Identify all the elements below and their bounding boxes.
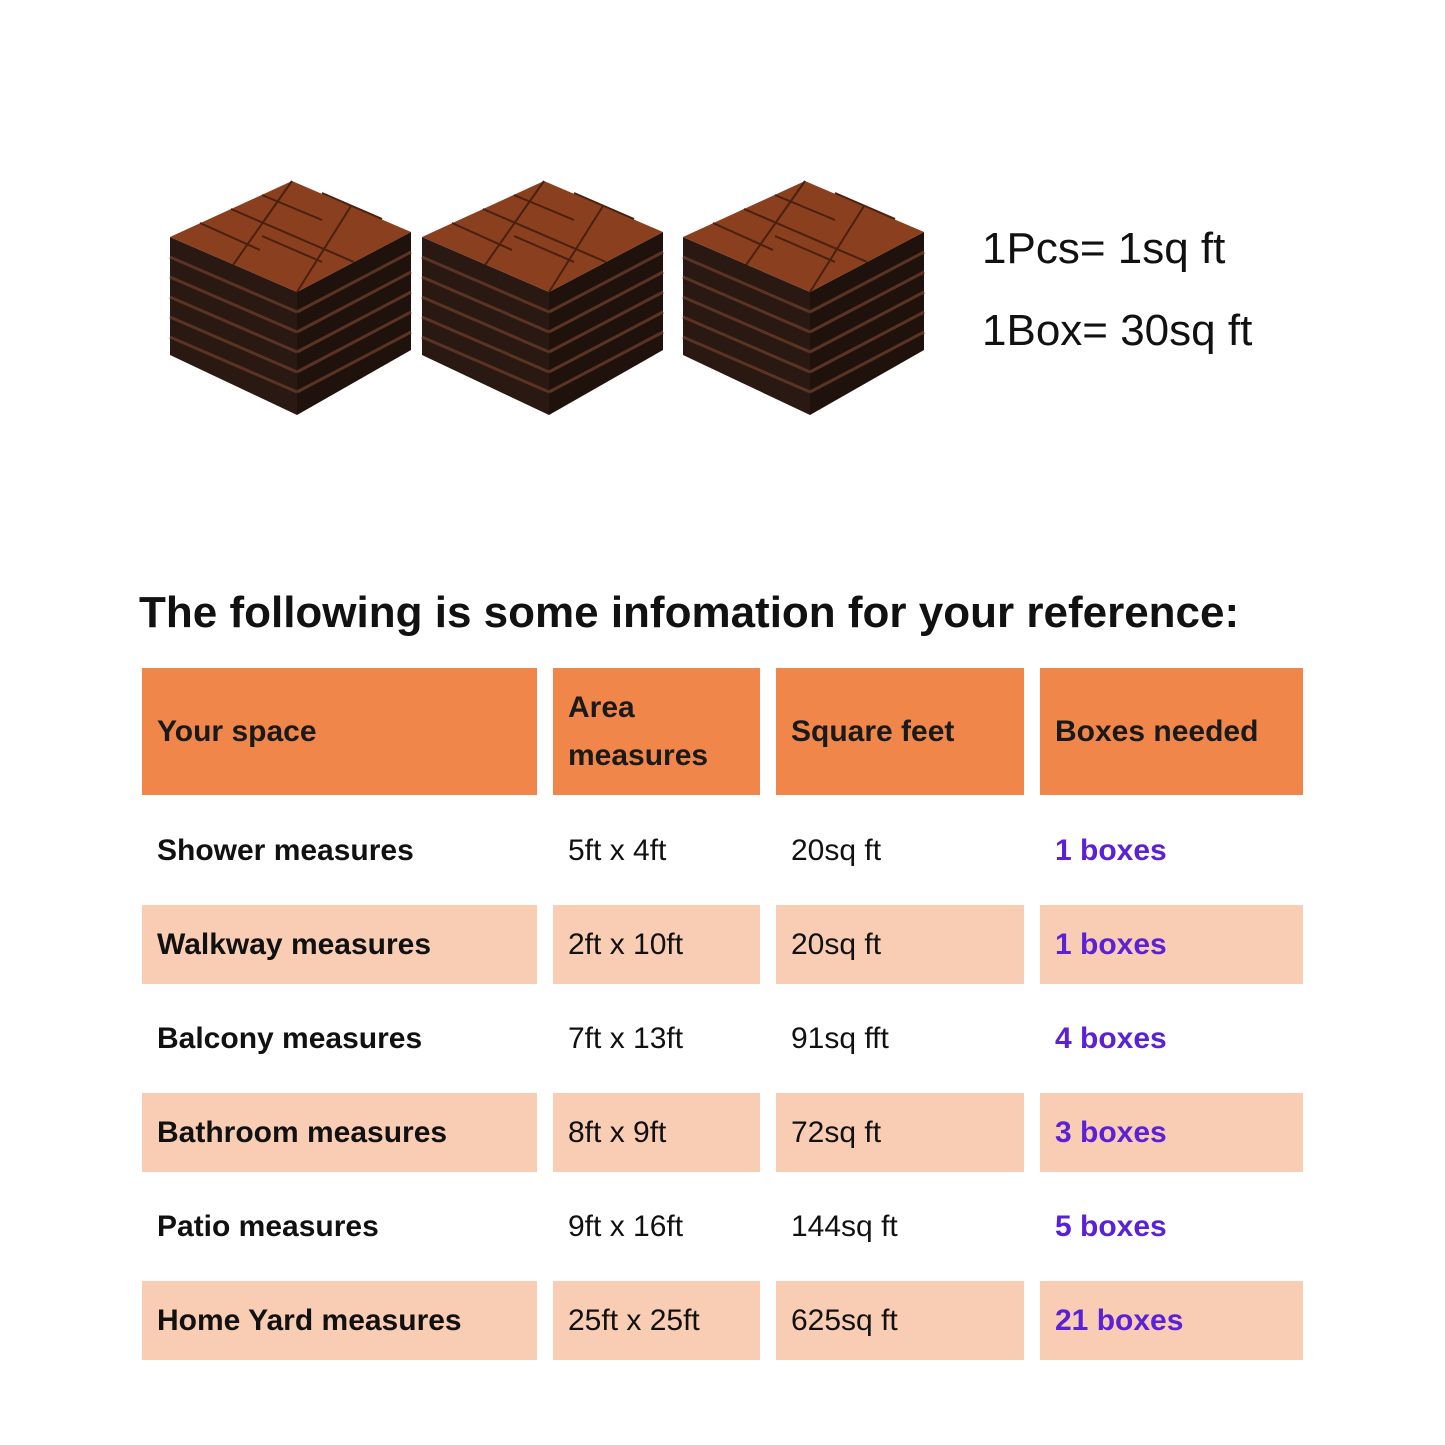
- tile-stacks: [168, 179, 926, 417]
- table-cell: 144sq ft: [791, 1209, 898, 1243]
- table-cell: Shower measures: [157, 833, 414, 867]
- table-cell: 625sq ft: [776, 1281, 1024, 1360]
- table-cell: Bathroom measures: [142, 1093, 537, 1172]
- table-cell: 20sq ft: [776, 905, 1024, 984]
- table-cell: 3 boxes: [1040, 1093, 1303, 1172]
- table-cell: 8ft x 9ft: [553, 1093, 760, 1172]
- header-cell: Your space: [142, 668, 537, 795]
- table-cell: Walkway measures: [142, 905, 537, 984]
- per-box: 1Box= 30sq ft: [982, 306, 1253, 355]
- tile-stack: [681, 179, 926, 417]
- header-cell: Boxes needed: [1040, 668, 1303, 795]
- table-cell: Home Yard measures: [142, 1281, 537, 1360]
- table-cell: Patio measures: [157, 1209, 379, 1243]
- table-cell: 1 boxes: [1055, 833, 1167, 867]
- table-cell: Balcony measures: [157, 1021, 423, 1055]
- table-cell: 1 boxes: [1040, 905, 1303, 984]
- table-cell: 2ft x 10ft: [553, 905, 760, 984]
- tile-stack: [168, 179, 413, 417]
- table-cell: 7ft x 13ft: [568, 1021, 684, 1055]
- table-cell: 20sq ft: [791, 833, 882, 867]
- table-cell: 72sq ft: [776, 1093, 1024, 1172]
- per-piece: 1Pcs= 1sq ft: [982, 224, 1226, 273]
- table-cell: 5ft x 4ft: [568, 833, 667, 867]
- table-cell: 4 boxes: [1055, 1021, 1167, 1055]
- table-cell: 21 boxes: [1040, 1281, 1303, 1360]
- table-cell: 5 boxes: [1055, 1209, 1167, 1243]
- table-cell: 25ft x 25ft: [553, 1281, 760, 1360]
- title: The following is some infomation for you…: [139, 588, 1240, 637]
- header-cell: Area measures: [553, 668, 760, 795]
- header-cell: Square feet: [776, 668, 1024, 795]
- tile-stack: [420, 179, 665, 417]
- table-cell: 91sq fft: [791, 1021, 889, 1055]
- table-cell: 9ft x 16ft: [568, 1209, 684, 1243]
